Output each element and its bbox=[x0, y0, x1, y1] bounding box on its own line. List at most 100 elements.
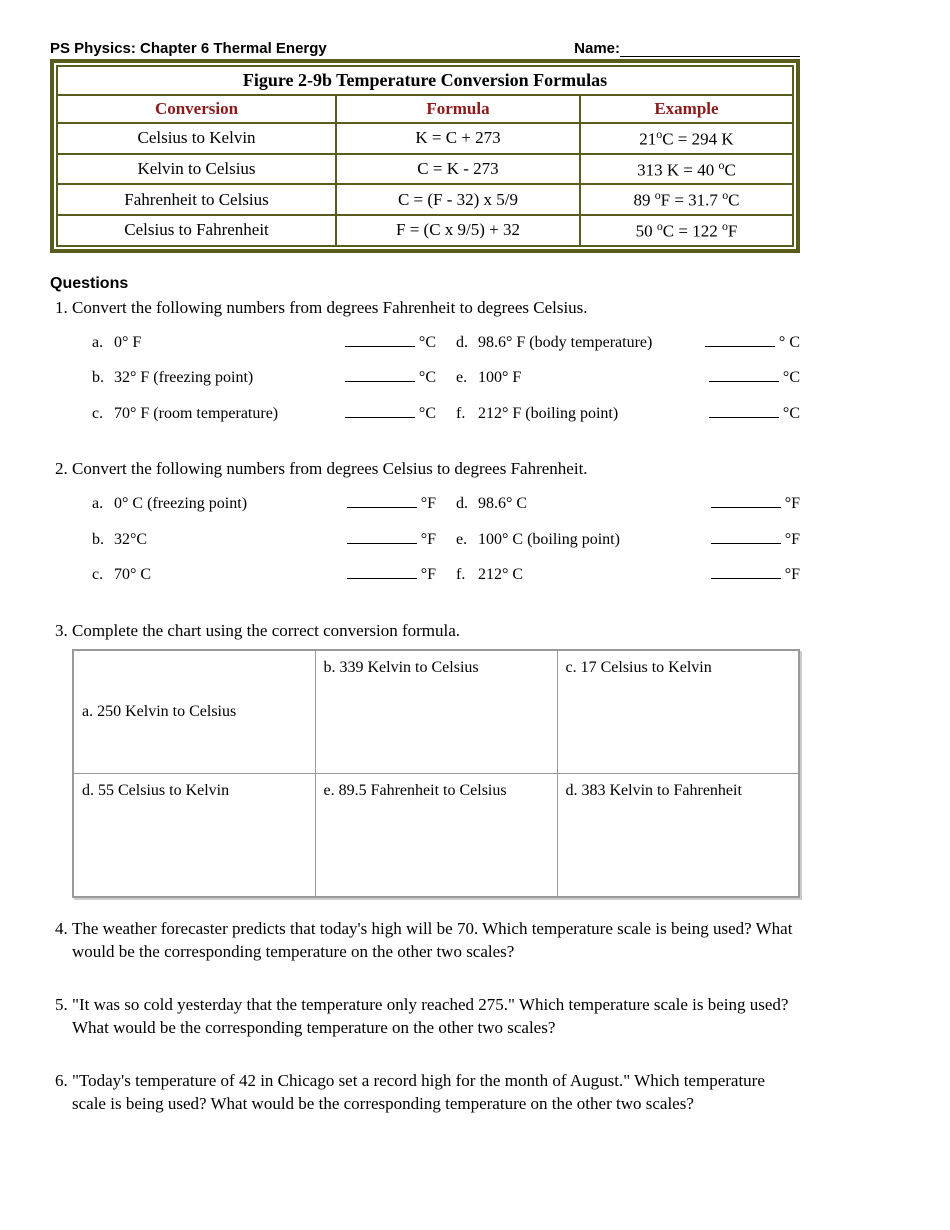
item-unit: °F bbox=[785, 564, 800, 586]
page-header: PS Physics: Chapter 6 Thermal Energy Nam… bbox=[50, 40, 800, 57]
answer-blank[interactable] bbox=[711, 529, 781, 544]
item-letter: b. bbox=[92, 529, 114, 551]
item-letter: f. bbox=[456, 403, 478, 425]
cell-formula: C = (F - 32) x 5/9 bbox=[336, 184, 580, 215]
answer-blank[interactable] bbox=[347, 529, 417, 544]
answer-blank[interactable] bbox=[709, 367, 779, 382]
cell-formula: C = K - 273 bbox=[336, 154, 580, 185]
item-unit: °C bbox=[419, 332, 436, 354]
answer-blank[interactable] bbox=[345, 332, 415, 347]
answer-blank[interactable] bbox=[345, 403, 415, 418]
table-row: Celsius to Kelvin K = C + 273 21oC = 294… bbox=[57, 123, 793, 154]
chart-cell[interactable]: e. 89.5 Fahrenheit to Celsius bbox=[315, 774, 557, 898]
item-unit: ° C bbox=[779, 332, 800, 354]
item-letter: e. bbox=[456, 529, 478, 551]
item-letter: c. bbox=[92, 403, 114, 425]
item-text: 32° F (freezing point) bbox=[114, 367, 341, 389]
answer-blank[interactable] bbox=[347, 564, 417, 579]
sub-item: f.212° F (boiling point) °C bbox=[456, 403, 800, 425]
conversion-table-wrap: Figure 2-9b Temperature Conversion Formu… bbox=[50, 59, 800, 253]
item-unit: °C bbox=[419, 403, 436, 425]
item-unit: °F bbox=[421, 564, 436, 586]
item-text: 100° C (boiling point) bbox=[478, 529, 707, 551]
item-text: 0° F bbox=[114, 332, 341, 354]
cell-formula: K = C + 273 bbox=[336, 123, 580, 154]
chart-cell[interactable]: a. 250 Kelvin to Celsius bbox=[73, 650, 315, 774]
chart-cell[interactable]: d. 383 Kelvin to Fahrenheit bbox=[557, 774, 799, 898]
sub-item: a.0° C (freezing point)°F bbox=[92, 493, 436, 515]
item-text: 212° F (boiling point) bbox=[478, 403, 705, 425]
questions-list: Convert the following numbers from degre… bbox=[50, 297, 800, 1116]
sub-item: b.32°C °F bbox=[92, 529, 436, 551]
answer-blank[interactable] bbox=[711, 493, 781, 508]
item-text: 100° F bbox=[478, 367, 705, 389]
answer-blank[interactable] bbox=[709, 403, 779, 418]
question-5: "It was so cold yesterday that the tempe… bbox=[72, 994, 800, 1040]
q3-prompt: Complete the chart using the correct con… bbox=[72, 621, 460, 640]
item-text: 98.6° C bbox=[478, 493, 707, 515]
item-letter: e. bbox=[456, 367, 478, 389]
name-blank[interactable] bbox=[620, 42, 800, 57]
table-row: Celsius to Fahrenheit F = (C x 9/5) + 32… bbox=[57, 215, 793, 246]
item-text: 32°C bbox=[114, 529, 343, 551]
col-formula: Formula bbox=[336, 95, 580, 123]
chart-cell[interactable]: b. 339 Kelvin to Celsius bbox=[315, 650, 557, 774]
sub-item: e.100° C (boiling point) °F bbox=[456, 529, 800, 551]
cell-example: 89 oF = 31.7 oC bbox=[580, 184, 793, 215]
q2-prompt: Convert the following numbers from degre… bbox=[72, 459, 588, 478]
cell-conversion: Kelvin to Celsius bbox=[57, 154, 336, 185]
item-text: 98.6° F (body temperature) bbox=[478, 332, 701, 354]
q4-text: The weather forecaster predicts that tod… bbox=[72, 919, 792, 961]
cell-example: 313 K = 40 oC bbox=[580, 154, 793, 185]
question-6: "Today's temperature of 42 in Chicago se… bbox=[72, 1070, 800, 1116]
item-text: 212° C bbox=[478, 564, 707, 586]
sub-item: c.70° F (room temperature) °C bbox=[92, 403, 436, 425]
chart-cell[interactable]: c. 17 Celsius to Kelvin bbox=[557, 650, 799, 774]
cell-example: 50 oC = 122 oF bbox=[580, 215, 793, 246]
cell-conversion: Celsius to Kelvin bbox=[57, 123, 336, 154]
q3-chart: a. 250 Kelvin to Celsius b. 339 Kelvin t… bbox=[72, 649, 800, 898]
question-3: Complete the chart using the correct con… bbox=[72, 620, 800, 898]
questions-title: Questions bbox=[50, 275, 800, 293]
sub-item: b.32° F (freezing point) °C bbox=[92, 367, 436, 389]
header-left: PS Physics: Chapter 6 Thermal Energy bbox=[50, 40, 327, 57]
name-label: Name: bbox=[574, 40, 620, 57]
answer-blank[interactable] bbox=[347, 493, 417, 508]
sub-item: c.70° C °F bbox=[92, 564, 436, 586]
chart-cell[interactable]: d. 55 Celsius to Kelvin bbox=[73, 774, 315, 898]
item-letter: b. bbox=[92, 367, 114, 389]
answer-blank[interactable] bbox=[711, 564, 781, 579]
item-unit: °F bbox=[785, 529, 800, 551]
answer-blank[interactable] bbox=[705, 332, 775, 347]
cell-conversion: Celsius to Fahrenheit bbox=[57, 215, 336, 246]
table-row: Kelvin to Celsius C = K - 273 313 K = 40… bbox=[57, 154, 793, 185]
item-letter: d. bbox=[456, 332, 478, 354]
sub-item: a.0° F °C bbox=[92, 332, 436, 354]
sub-item: d.98.6° C°F bbox=[456, 493, 800, 515]
q1-items: a.0° F °C d.98.6° F (body temperature) ° C b… bbox=[72, 332, 800, 439]
item-unit: °F bbox=[421, 529, 436, 551]
cell-formula: F = (C x 9/5) + 32 bbox=[336, 215, 580, 246]
table-row: Fahrenheit to Celsius C = (F - 32) x 5/9… bbox=[57, 184, 793, 215]
item-letter: c. bbox=[92, 564, 114, 586]
answer-blank[interactable] bbox=[345, 367, 415, 382]
q1-prompt: Convert the following numbers from degre… bbox=[72, 298, 588, 317]
item-unit: °F bbox=[421, 493, 436, 515]
question-2: Convert the following numbers from degre… bbox=[72, 458, 800, 600]
item-unit: °C bbox=[419, 367, 436, 389]
item-text: 70° C bbox=[114, 564, 343, 586]
question-4: The weather forecaster predicts that tod… bbox=[72, 918, 800, 964]
conversion-table: Figure 2-9b Temperature Conversion Formu… bbox=[56, 65, 794, 247]
item-letter: a. bbox=[92, 332, 114, 354]
sub-item: e.100° F °C bbox=[456, 367, 800, 389]
cell-example: 21oC = 294 K bbox=[580, 123, 793, 154]
col-conversion: Conversion bbox=[57, 95, 336, 123]
question-1: Convert the following numbers from degre… bbox=[72, 297, 800, 439]
item-unit: °C bbox=[783, 367, 800, 389]
item-unit: °F bbox=[785, 493, 800, 515]
q5-text: "It was so cold yesterday that the tempe… bbox=[72, 995, 788, 1037]
item-letter: f. bbox=[456, 564, 478, 586]
item-unit: °C bbox=[783, 403, 800, 425]
cell-conversion: Fahrenheit to Celsius bbox=[57, 184, 336, 215]
item-text: 70° F (room temperature) bbox=[114, 403, 341, 425]
